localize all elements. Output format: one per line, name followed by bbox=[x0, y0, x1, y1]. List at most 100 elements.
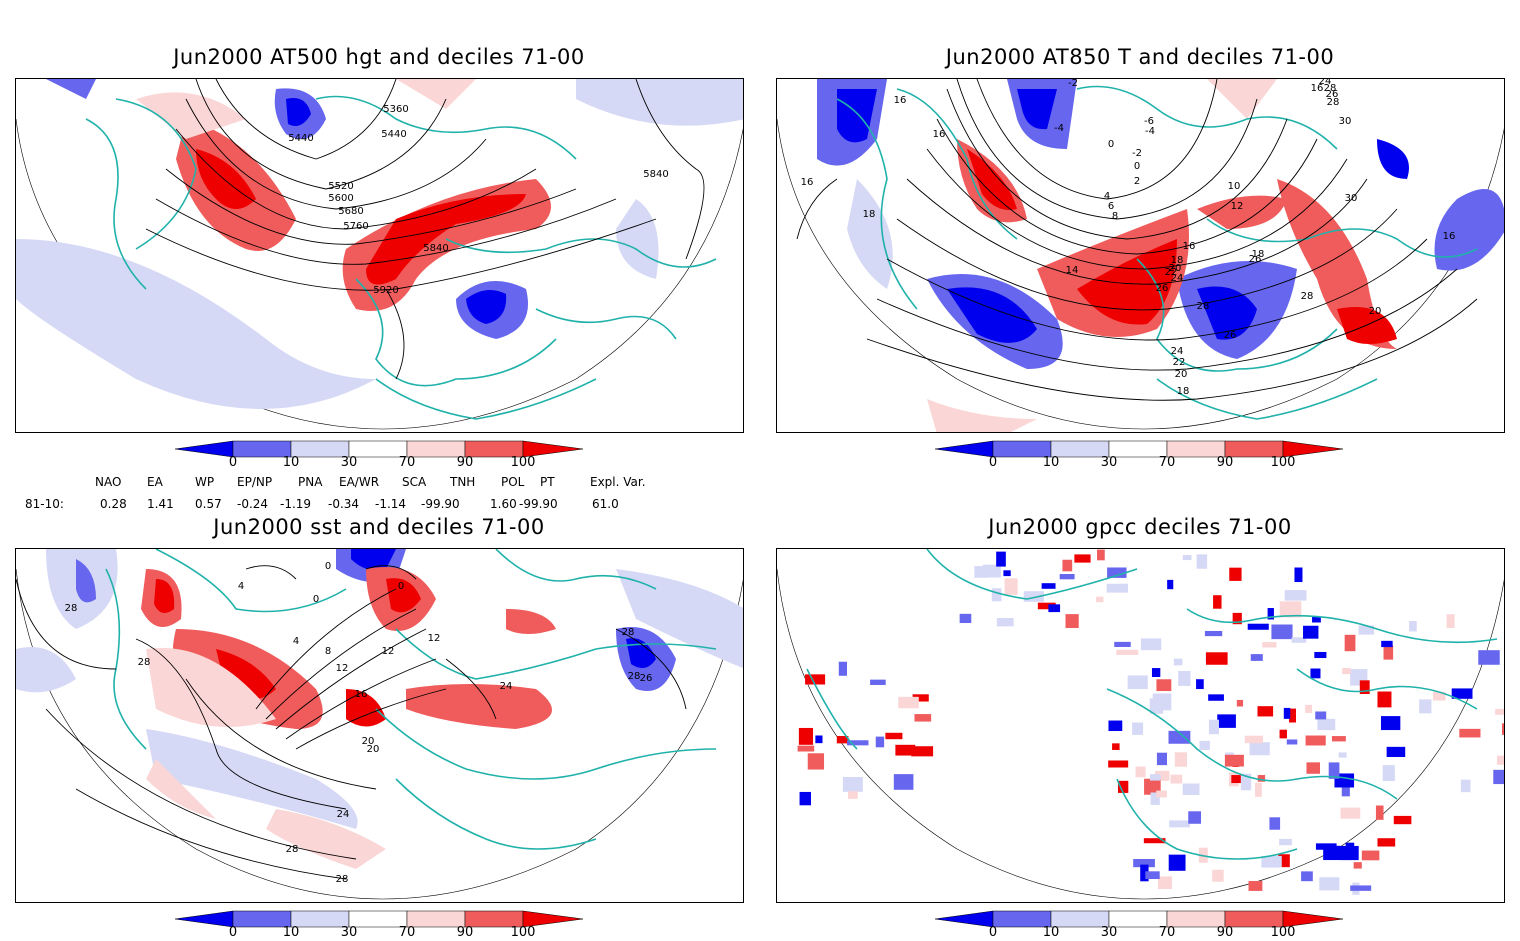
contour-label: 16 bbox=[894, 95, 907, 106]
contour-label: 18 bbox=[1252, 249, 1265, 260]
contour-label: 16 bbox=[1183, 241, 1196, 252]
contour-label: 20 bbox=[367, 744, 380, 755]
precip-cell bbox=[1178, 670, 1191, 686]
precip-cell bbox=[1353, 862, 1362, 869]
precip-cell bbox=[1315, 843, 1337, 850]
contour-label: 12 bbox=[382, 646, 395, 657]
precip-cell bbox=[1460, 779, 1471, 793]
precip-anomaly-cells bbox=[797, 549, 1504, 895]
precip-cell bbox=[1236, 699, 1244, 707]
precip-cell bbox=[1244, 735, 1263, 744]
contour-label: 30 bbox=[1345, 193, 1358, 204]
colorbar-label: 70 bbox=[398, 455, 416, 470]
precip-cell bbox=[1133, 859, 1155, 868]
colorbar-label: 10 bbox=[282, 455, 300, 470]
colorbar-label: 0 bbox=[228, 455, 238, 470]
precip-cell bbox=[1377, 691, 1392, 708]
precip-cell bbox=[1154, 770, 1170, 781]
index-row-label: 81-10: bbox=[25, 497, 64, 511]
precip-cell bbox=[1358, 625, 1374, 635]
index-header: PT bbox=[540, 475, 555, 489]
precip-cell bbox=[1196, 679, 1204, 690]
precip-cell bbox=[1037, 602, 1056, 610]
precip-cell bbox=[805, 674, 826, 685]
precip-cell bbox=[1257, 775, 1266, 782]
index-value: 1.60 bbox=[490, 497, 517, 511]
precip-cell bbox=[1496, 755, 1504, 765]
precip-cell bbox=[1108, 760, 1129, 768]
index-header: PNA bbox=[298, 475, 323, 489]
precip-cell bbox=[1004, 578, 1018, 595]
precip-cell bbox=[875, 736, 885, 748]
contour-label: 5760 bbox=[343, 221, 368, 232]
index-header: EA/WR bbox=[339, 475, 380, 489]
precip-cell bbox=[1112, 743, 1120, 750]
contour-label: 5360 bbox=[383, 104, 408, 115]
contour-label: 5440 bbox=[288, 133, 313, 144]
index-value: -0.24 bbox=[237, 497, 269, 511]
colorbar-arrow-high bbox=[522, 440, 584, 458]
precip-cell bbox=[1279, 838, 1292, 846]
precip-cell bbox=[996, 617, 1014, 627]
precip-cell bbox=[1140, 864, 1149, 882]
precip-cell bbox=[1377, 838, 1396, 847]
panel-title-t850: Jun2000 AT850 T and deciles 71-00 bbox=[945, 45, 1335, 69]
index-value: 61.0 bbox=[592, 497, 619, 511]
precip-cell bbox=[982, 564, 1001, 578]
precip-cell bbox=[1409, 621, 1417, 632]
contour-label: -4 bbox=[1054, 123, 1064, 134]
precip-cell bbox=[1383, 645, 1394, 660]
contour-label: 5680 bbox=[338, 206, 363, 217]
colorbar-label: 30 bbox=[340, 925, 358, 940]
precip-cell bbox=[1132, 722, 1144, 735]
precip-cell bbox=[1205, 652, 1228, 665]
precip-cell bbox=[1143, 838, 1166, 844]
precip-cell bbox=[870, 679, 886, 685]
precip-cell bbox=[1342, 668, 1351, 675]
precip-cell bbox=[836, 736, 849, 744]
precip-cell bbox=[1267, 608, 1274, 620]
precip-cell bbox=[1248, 881, 1263, 891]
precip-cell bbox=[1306, 762, 1321, 774]
contour-label: 26 bbox=[1156, 283, 1169, 294]
index-header: POL bbox=[501, 475, 525, 489]
index-header: TNH bbox=[450, 475, 476, 489]
precip-cell bbox=[1065, 614, 1079, 628]
precip-cell bbox=[1386, 746, 1406, 757]
colorbar-label: 10 bbox=[1042, 925, 1060, 940]
precip-cell bbox=[1168, 730, 1191, 744]
precip-cell bbox=[1501, 723, 1504, 735]
index-header: SCA bbox=[402, 475, 427, 489]
precip-cell bbox=[1339, 845, 1359, 861]
precip-cell bbox=[1478, 650, 1500, 665]
precip-cell bbox=[1393, 815, 1412, 825]
index-header: EP/NP bbox=[237, 475, 273, 489]
index-header: EA bbox=[147, 475, 163, 489]
contour-label: 22 bbox=[1165, 267, 1178, 278]
index-header: Expl. Var. bbox=[590, 475, 646, 489]
index-header: WP bbox=[195, 475, 215, 489]
colorbar-labels-panel3: 0 10 30 70 90 100 bbox=[175, 925, 585, 941]
contour-label: 5600 bbox=[328, 193, 353, 204]
contour-label: 0 bbox=[325, 561, 331, 572]
index-value: -1.14 bbox=[375, 497, 407, 511]
contour-label: 20 bbox=[1175, 369, 1188, 380]
precip-cell bbox=[847, 740, 869, 746]
precip-cell bbox=[1041, 583, 1056, 589]
precip-cell bbox=[797, 745, 815, 752]
colorbar-panel3 bbox=[174, 910, 585, 928]
precip-cell bbox=[1106, 583, 1128, 593]
contour-label: 4 bbox=[293, 636, 299, 647]
contour-label: 16 bbox=[1311, 83, 1324, 94]
precip-cell bbox=[1231, 775, 1244, 784]
precip-cell bbox=[1344, 634, 1356, 652]
precip-cell bbox=[1156, 752, 1168, 766]
precip-cell bbox=[1108, 720, 1123, 732]
index-value: 0.57 bbox=[195, 497, 222, 511]
precip-cell bbox=[1208, 694, 1224, 701]
precip-cell bbox=[798, 727, 814, 745]
precip-cell bbox=[911, 746, 934, 757]
map-panel-t850: 16 16 18 16 -2 -4 -6 -4 0 -2 0 2 4 6 8 1… bbox=[776, 78, 1505, 433]
precip-cell bbox=[1173, 658, 1183, 666]
colorbar-label: 100 bbox=[510, 925, 536, 940]
